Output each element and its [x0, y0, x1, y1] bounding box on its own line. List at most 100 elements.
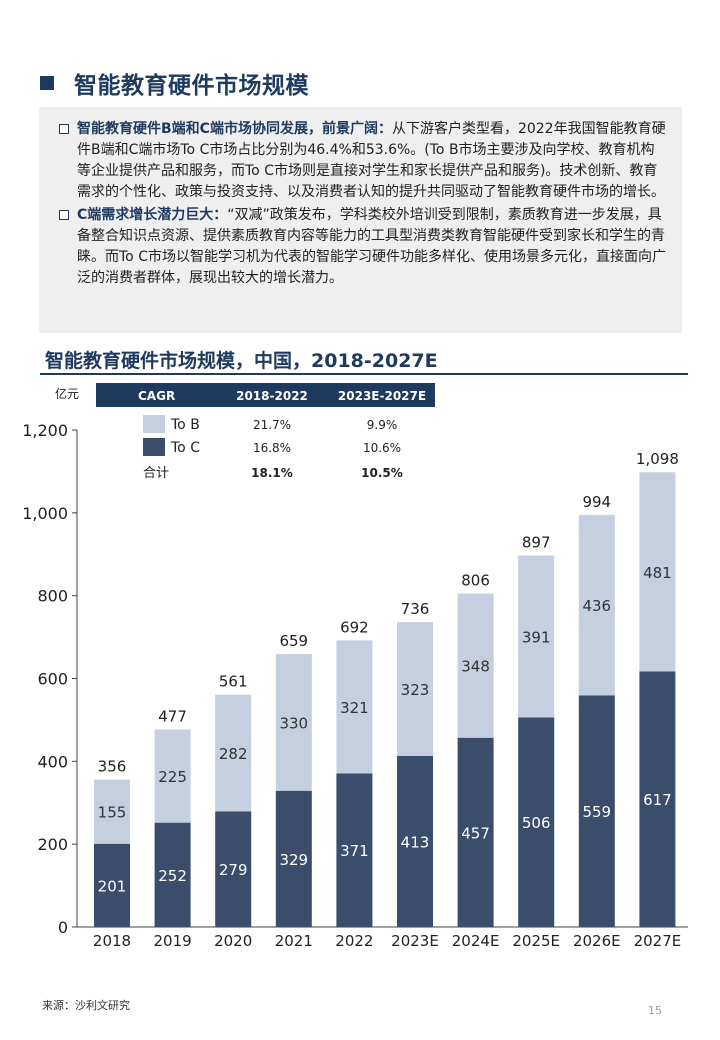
- data-label-to-b: 155: [98, 804, 127, 822]
- cagr-value: 10.6%: [363, 441, 401, 455]
- chart-title: 智能教育硬件市场规模，中国，2018-2027E: [45, 350, 438, 372]
- bar-to-b: [518, 555, 555, 718]
- bar-to-c: [275, 790, 312, 927]
- y-tick-label: 400: [37, 752, 68, 771]
- title-square-icon: [40, 76, 54, 90]
- bar-to-c: [94, 843, 130, 927]
- summary-box: 智能教育硬件B端和C端市场协同发展，前景广阔：从下游客户类型看，2022年我国智…: [39, 107, 682, 333]
- data-label-total: 561: [219, 673, 248, 691]
- bullet-text: 从下游客户类型看，2022年我国智能教育硬件B端和C端市场To C市场占比分别为…: [77, 121, 666, 200]
- data-label-total: 659: [279, 632, 308, 650]
- cagr-value: 9.9%: [367, 418, 398, 432]
- data-label-to-b: 323: [401, 681, 430, 699]
- cagr-value: 18.1%: [251, 466, 293, 480]
- summary-bullet: C端需求增长潜力巨大：“双减”政策发布，学科类校外培训受到限制，素质教育进一步发…: [59, 205, 666, 289]
- data-label-to-b: 481: [643, 564, 672, 582]
- y-tick-label: 200: [37, 835, 68, 854]
- page-title-row: 智能教育硬件市场规模: [40, 66, 309, 100]
- data-label-total: 1,098: [636, 450, 679, 468]
- checkbox-bullet-icon: [59, 124, 69, 134]
- bar-to-b: [94, 779, 130, 844]
- data-label-to-c: 279: [219, 861, 248, 879]
- x-tick-label: 2024E: [452, 932, 500, 950]
- cagr-header: 2018-2022: [236, 389, 308, 403]
- legend-label: To C: [170, 440, 200, 456]
- data-label-to-b: 436: [582, 597, 611, 615]
- source-note: 来源：沙利文研究: [42, 999, 130, 1012]
- bar-to-b: [336, 640, 373, 774]
- x-tick-label: 2023E: [391, 932, 439, 950]
- data-label-to-b: 321: [340, 699, 369, 717]
- x-tick-label: 2026E: [573, 932, 621, 950]
- bar-to-c: [154, 822, 191, 927]
- x-tick-label: 2019: [154, 932, 192, 950]
- legend-swatch: [143, 438, 165, 456]
- bar-to-c: [457, 737, 494, 927]
- data-label-total: 477: [158, 707, 187, 725]
- data-label-to-c: 252: [158, 867, 187, 885]
- stacked-bar-chart: 亿元 0 200 400 600 800 1,000 1,200 201 155 356 2018 25…: [22, 383, 688, 950]
- x-tick-label: 2027E: [634, 932, 682, 950]
- cagr-value: 16.8%: [253, 441, 291, 455]
- bar-to-b: [215, 694, 252, 812]
- bar-to-c: [215, 811, 252, 927]
- data-label-to-b: 391: [522, 628, 551, 646]
- y-axis-label: 亿元: [55, 386, 79, 401]
- cagr-value: 10.5%: [361, 466, 403, 480]
- x-tick-label: 2018: [93, 932, 131, 950]
- data-label-total: 994: [582, 493, 611, 511]
- bar-to-b: [457, 593, 494, 738]
- x-tick-label: 2021: [275, 932, 313, 950]
- bullet-heading: 智能教育硬件B端和C端市场协同发展，前景广阔：: [77, 121, 392, 137]
- data-label-to-c: 617: [643, 791, 672, 809]
- bullet-heading: C端需求增长潜力巨大：: [77, 207, 228, 223]
- data-label-total: 692: [340, 618, 369, 636]
- data-label-total: 356: [98, 758, 127, 776]
- y-tick-label: 800: [37, 587, 68, 606]
- summary-bullet: 智能教育硬件B端和C端市场协同发展，前景广阔：从下游客户类型看，2022年我国智…: [59, 119, 666, 203]
- bar-to-c: [397, 755, 433, 927]
- data-label-to-c: 559: [582, 803, 611, 821]
- data-label-to-c: 457: [461, 824, 490, 842]
- data-label-to-c: 201: [98, 877, 127, 895]
- y-tick-label: 1,000: [22, 504, 68, 523]
- cagr-header-bar: [96, 383, 435, 407]
- bar-to-c: [518, 717, 555, 927]
- data-label-to-b: 348: [461, 658, 490, 676]
- x-tick-label: 2020: [214, 932, 252, 950]
- data-label-total: 806: [461, 572, 490, 590]
- x-tick-label: 2022: [335, 932, 373, 950]
- data-label-total: 736: [401, 600, 430, 618]
- data-label-total: 897: [522, 533, 551, 551]
- checkbox-bullet-icon: [59, 210, 69, 220]
- cagr-header: CAGR: [138, 389, 175, 403]
- data-label-to-b: 330: [279, 714, 308, 732]
- bullet-text: “双减”政策发布，学科类校外培训受到限制，素质教育进一步发展，具备整合知识点资源…: [77, 207, 666, 286]
- y-tick-label: 1,200: [22, 421, 68, 440]
- data-label-to-b: 282: [219, 745, 248, 763]
- cagr-value: 21.7%: [253, 418, 291, 432]
- legend-label: To B: [170, 417, 200, 433]
- data-label-to-b: 225: [158, 768, 187, 786]
- bar-to-b: [397, 622, 433, 756]
- data-label-to-c: 413: [401, 833, 430, 851]
- page-title: 智能教育硬件市场规模: [74, 73, 309, 99]
- y-tick-label: 600: [37, 670, 68, 689]
- bar-to-b: [275, 654, 312, 791]
- bar-to-b: [578, 514, 615, 696]
- bar-to-b: [154, 729, 191, 823]
- legend-swatch: [143, 415, 165, 433]
- bar-to-c: [639, 671, 676, 927]
- chart-title-rule: [40, 373, 688, 375]
- cagr-row-label: 合计: [143, 466, 169, 481]
- bar-to-b: [639, 472, 676, 672]
- bar-to-c: [336, 773, 373, 927]
- y-tick-label: 0: [58, 918, 68, 937]
- data-label-to-c: 329: [279, 851, 308, 869]
- cagr-header: 2023E-2027E: [338, 389, 426, 403]
- bar-to-c: [578, 695, 615, 927]
- data-label-to-c: 371: [340, 842, 369, 860]
- page-number: 15: [648, 1004, 662, 1017]
- x-tick-label: 2025E: [512, 932, 560, 950]
- data-label-to-c: 506: [522, 814, 551, 832]
